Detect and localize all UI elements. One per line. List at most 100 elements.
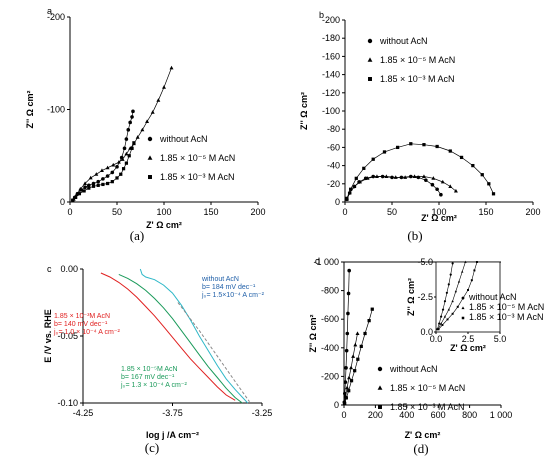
x-tick-label: 800 [462,410,477,420]
data-point [487,182,491,186]
data-point [422,143,426,147]
inset-y-tick-label: -2.5 [417,292,433,302]
x-tick-label: 150 [203,207,218,217]
data-point [363,331,367,336]
y-axis-label: Z'' Ω cm² [308,314,318,352]
data-point [83,185,87,189]
inset-series-line [438,261,478,330]
data-point [115,176,119,180]
x-tick-label: 0 [67,207,72,217]
data-point [88,175,93,180]
x-tick-label: 200 [250,207,265,217]
inset-data-point [475,261,478,263]
series-line [344,309,373,404]
legend-item: 1.85 × 10⁻⁵ M AcN [390,383,465,393]
legend-marker [368,77,372,81]
panel-letter: d [315,256,320,266]
x-axis-label: log j /A cm⁻² [146,430,199,440]
data-point [382,150,387,154]
inset-data-point [470,279,473,282]
inset-y-tick-label: -5.0 [417,257,433,267]
inset-series-1 [436,262,454,331]
inset-data-point [439,322,443,325]
data-point [135,135,140,139]
legend-marker [367,57,373,62]
data-point [110,180,114,184]
data-point [116,160,121,164]
data-point [344,366,348,370]
data-point [105,174,110,178]
annotation-line: without AcN [201,276,239,283]
x-axis-label: Z' Ω cm² [421,213,457,223]
data-point [351,354,356,358]
x-tick-label: 200 [525,207,540,217]
annotation-line: j₀= 1.3 × 10⁻⁴ A cm⁻² [120,382,188,389]
series-line [73,67,172,200]
y-tick-label: -600 [321,314,339,324]
data-point [403,175,408,179]
data-point [471,163,475,168]
inset-data-point [449,273,452,276]
x-tick-label: -3.75 [162,408,183,418]
annotation-line: b= 184 mV dec⁻¹ [202,284,256,291]
data-point [347,375,352,380]
y-tick-label: -1 000 [313,257,339,267]
data-point [374,174,379,178]
data-point [345,196,349,200]
x-tick-label: 0 [342,207,347,217]
data-point [353,342,358,347]
data-point [128,120,132,125]
inset-data-point [461,270,464,273]
data-point [352,184,357,188]
series-line [346,143,494,199]
inset-y-axis-label: Z'' Ω cm² [406,278,416,316]
y-tick-label: 0 [334,400,339,410]
data-point [105,181,110,186]
data-point [131,109,135,114]
panel-letter: b [319,10,324,20]
data-point [130,115,134,119]
series-3 [118,273,243,404]
inset-data-point [451,312,454,315]
data-point [120,157,125,161]
inset-data-point [443,315,447,318]
data-point [440,179,445,184]
data-point [353,369,357,373]
y-tick-label: -40 [327,161,340,171]
x-tick-label: 400 [399,410,414,420]
data-point [349,187,353,191]
x-tick-label: 200 [368,410,383,420]
data-point [424,178,428,182]
data-point [162,85,166,89]
data-point [124,161,129,165]
data-point [409,142,413,146]
data-point [150,110,155,114]
series-line [100,272,236,401]
inset-data-point [456,305,459,308]
panel-caption: (c) [145,440,159,455]
inset-data-point [454,290,458,293]
data-point [453,188,458,193]
data-point [110,170,115,175]
series-3 [343,307,374,406]
data-point [122,146,127,151]
series-3 [345,142,496,200]
inset-data-point [473,269,476,272]
inset-data-point [443,300,447,303]
y-tick-label: -140 [322,70,340,80]
legend-item: without AcN [379,36,428,46]
inset-legend-marker [461,306,465,310]
y-axis-label: E /V vs. RHE [43,309,53,363]
data-point [356,357,360,361]
annotation-line: j₀= 1.0 × 10⁻⁴ A cm⁻² [53,329,121,336]
x-tick-label: -3.25 [252,408,273,418]
data-point [121,167,126,171]
inset-data-point [447,308,451,311]
annotation-line: b= 167 mV dec⁻¹ [121,374,175,381]
inset-data-point [437,328,440,331]
x-tick-label: 150 [478,207,493,217]
inset-legend-marker [461,296,465,300]
data-point [101,182,105,187]
